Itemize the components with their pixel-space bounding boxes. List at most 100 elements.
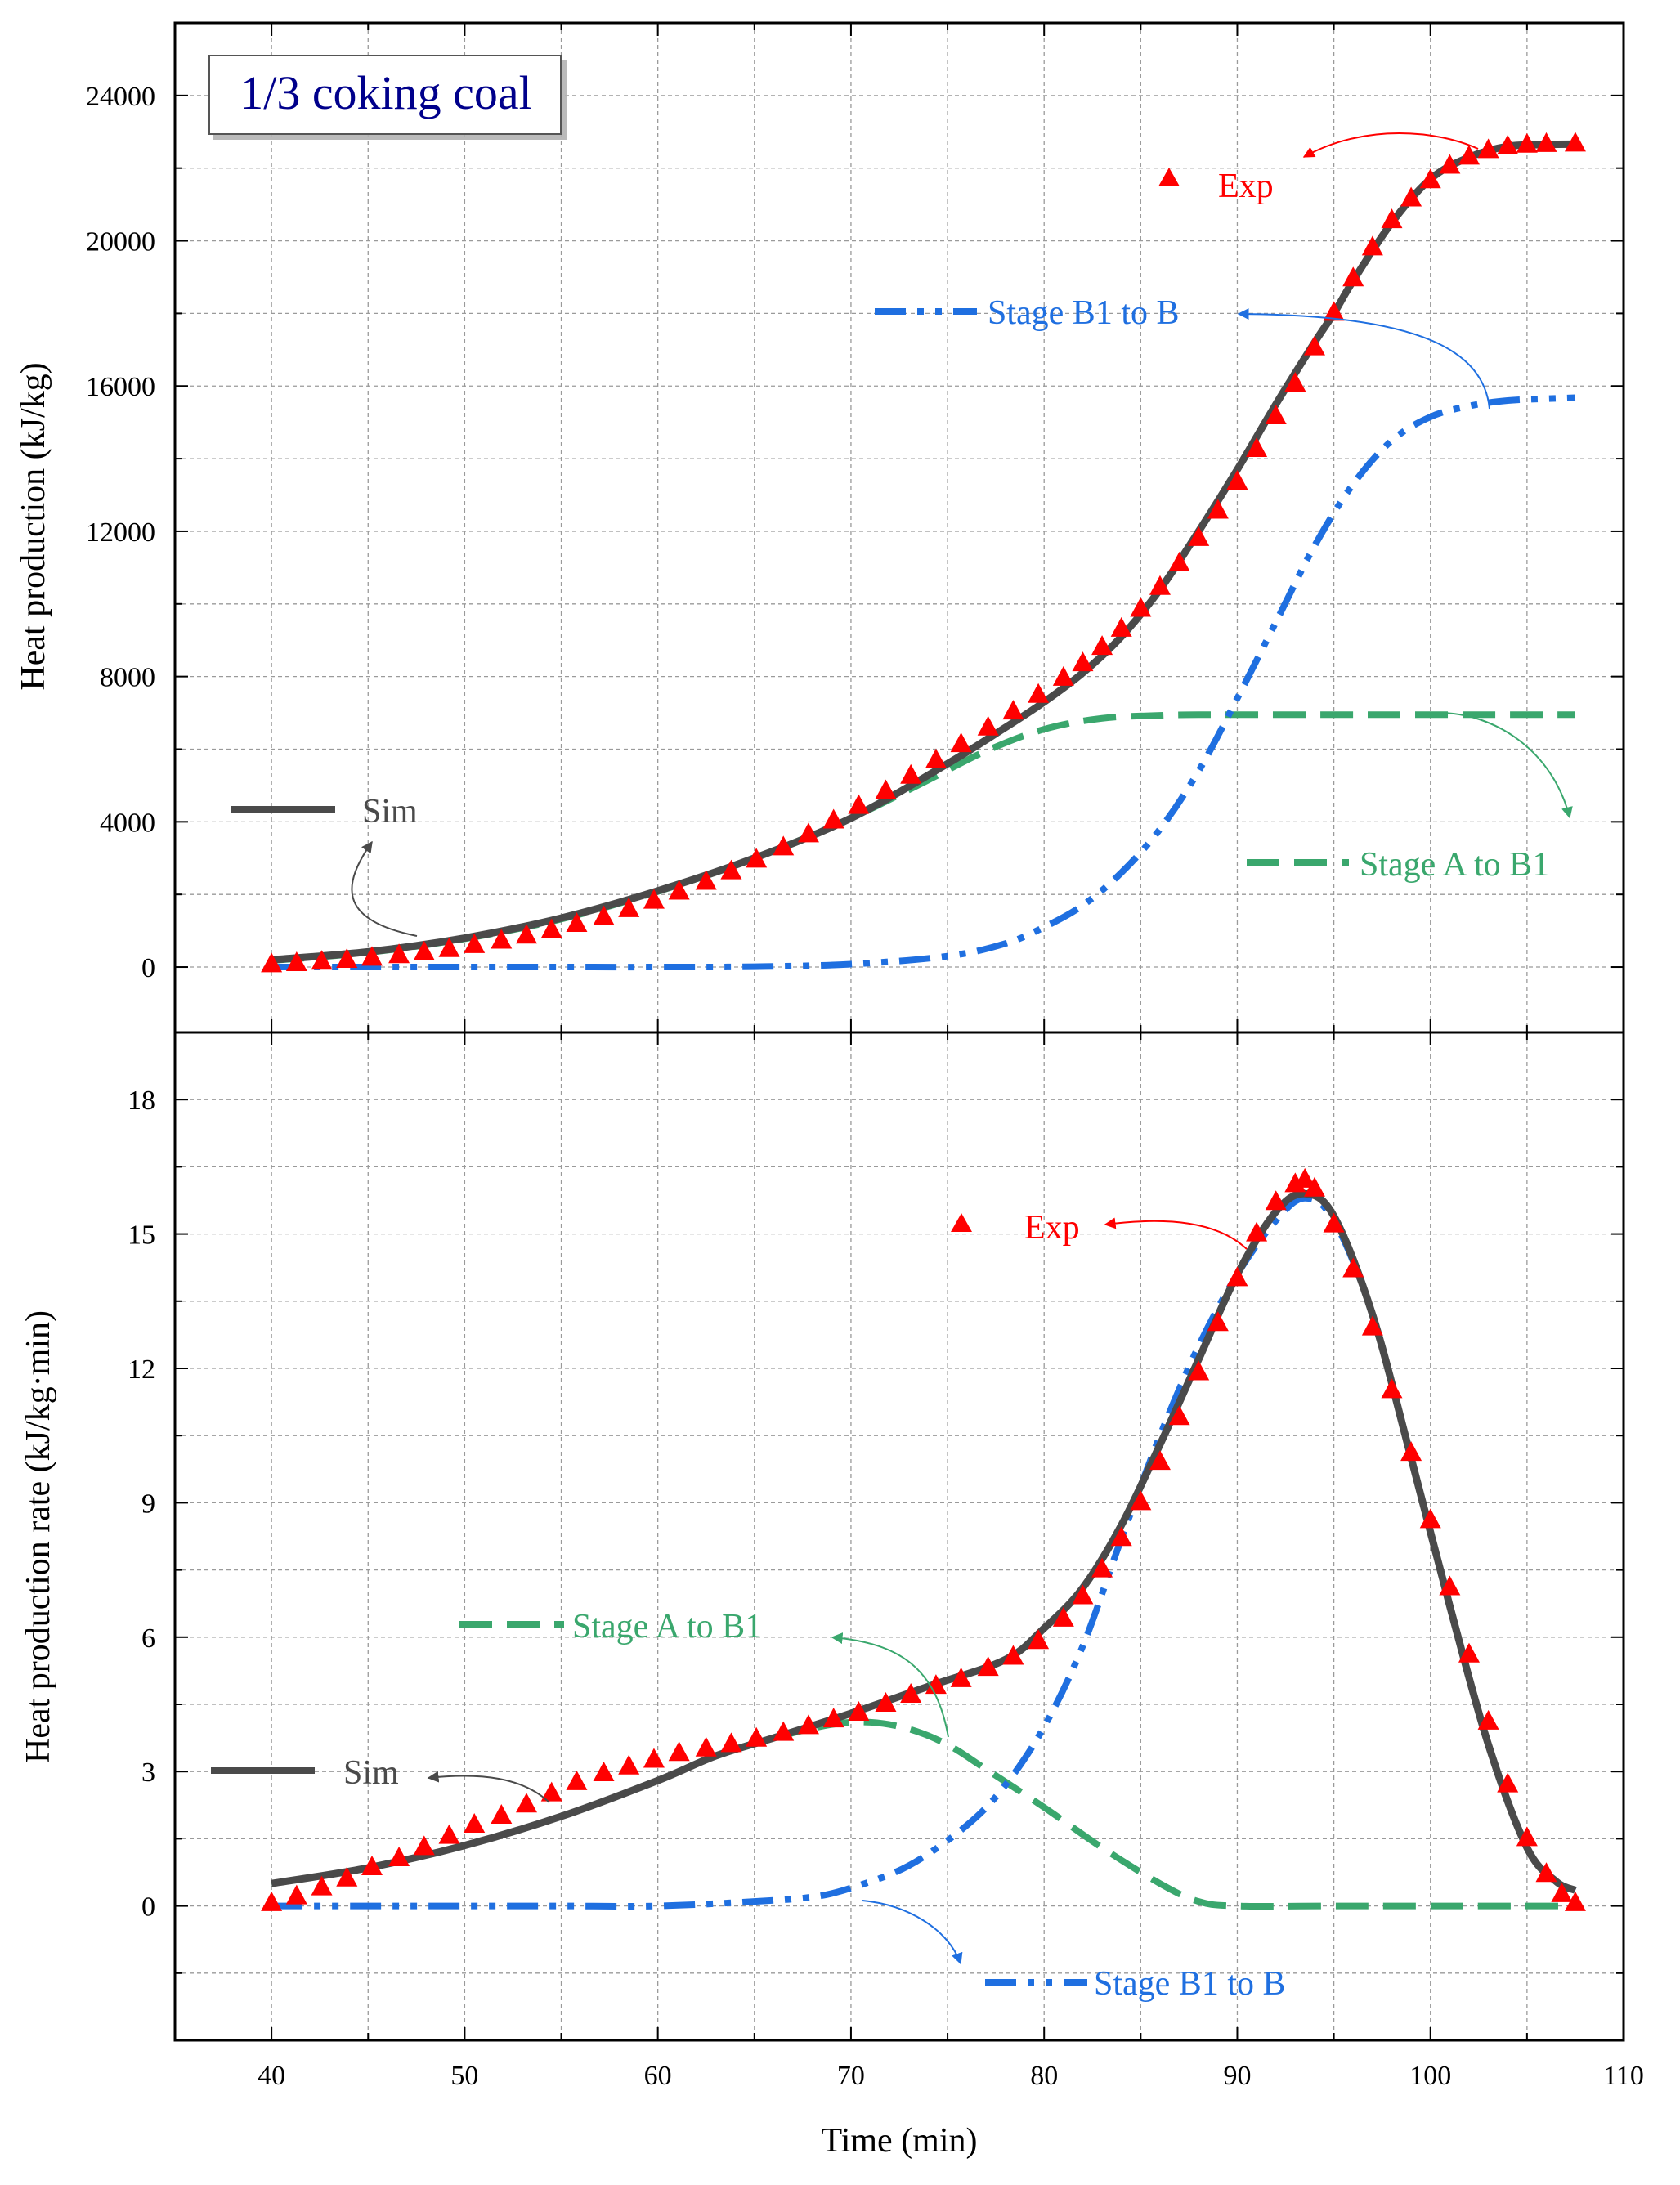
stage-b-label: Stage B1 to B xyxy=(988,294,1180,332)
bottom-y-axis-title: Heat production rate (kJ/kg·min) xyxy=(20,1310,57,1763)
exp-label: Exp xyxy=(1218,168,1274,205)
bottom-exp-point xyxy=(540,1781,562,1802)
exp-label-bottom: Exp xyxy=(1024,1209,1080,1247)
top-series xyxy=(261,132,1586,973)
bottom-exp-point xyxy=(566,1770,588,1790)
bottom-stage-a-to-b1-line xyxy=(271,1718,1575,1910)
top-exp-point xyxy=(1419,168,1441,189)
bottom-exp-point xyxy=(822,1708,844,1728)
top-exp-point xyxy=(1381,208,1403,229)
top-exp-point xyxy=(1303,335,1325,356)
bottom-exp-point xyxy=(1342,1257,1364,1278)
bottom-exp-point xyxy=(1110,1526,1132,1547)
bottom-exp-point xyxy=(438,1824,460,1844)
top-annotations: Exp Stage B1 to B Sim Stage A to B1 xyxy=(231,132,1573,937)
bottom-exp-point xyxy=(1535,1862,1557,1883)
bottom-exp-point xyxy=(1168,1405,1190,1426)
bottom-exp-point xyxy=(1002,1645,1024,1665)
bottom-exp-point xyxy=(618,1754,640,1775)
top-exp-point xyxy=(566,912,588,933)
bottom-exp-point xyxy=(1400,1441,1422,1462)
top-sim-line xyxy=(271,140,1575,964)
bottom-exp-point xyxy=(900,1683,922,1704)
stage-b-pointer-arrow xyxy=(1237,308,1490,410)
heat-production-panel: 0 4000 8000 12000 16000 20000 24000 1/3 coking… xyxy=(15,22,1624,1032)
bottom-exp-point xyxy=(1303,1176,1325,1197)
bottom-exp-point xyxy=(720,1732,742,1753)
top-exp-point xyxy=(1535,132,1557,152)
top-exp-point xyxy=(1246,437,1268,457)
top-exp-point xyxy=(773,835,795,856)
bottom-exp-point xyxy=(797,1714,819,1735)
bottom-exp-point xyxy=(1361,1315,1383,1336)
x-tick-label: 100 xyxy=(1409,2061,1451,2091)
top-exp-point xyxy=(438,937,460,957)
x-tick-label: 40 xyxy=(258,2061,285,2091)
top-exp-point xyxy=(593,905,615,925)
x-tick-label: 80 xyxy=(1030,2061,1058,2091)
top-stage-b1-to-b-line xyxy=(271,394,1576,971)
bottom-exp-point xyxy=(1246,1221,1268,1242)
top-exp-point xyxy=(875,779,897,799)
bottom-exp-point xyxy=(773,1721,795,1741)
bottom-exp-point xyxy=(977,1656,999,1677)
stage-a-label-bottom: Stage A to B1 xyxy=(572,1608,762,1645)
top-exp-point xyxy=(848,794,870,814)
top-exp-point xyxy=(1458,145,1480,165)
bottom-exp-point xyxy=(261,1891,283,1911)
top-exp-point xyxy=(1110,616,1132,637)
bottom-exp-point xyxy=(1294,1167,1316,1188)
top-exp-point xyxy=(1052,665,1074,686)
sim-label: Sim xyxy=(362,793,418,831)
top-exp-point xyxy=(1168,551,1190,571)
bottom-plot-frame xyxy=(173,1031,1625,2042)
sim-pointer-arrow xyxy=(351,840,418,937)
bottom-series xyxy=(261,1167,1586,1911)
bottom-exp-point xyxy=(1072,1584,1094,1605)
bottom-exp-point xyxy=(746,1726,768,1747)
bottom-y-tick-label: 6 xyxy=(141,1623,155,1654)
top-exp-point xyxy=(1149,575,1171,595)
bottom-exp-point xyxy=(1226,1266,1248,1287)
bottom-exp-point xyxy=(285,1884,307,1905)
bottom-exp-point xyxy=(1516,1826,1538,1847)
bottom-exp-point xyxy=(875,1692,897,1712)
top-exp-point xyxy=(950,732,972,753)
bottom-y-tick-label: 9 xyxy=(141,1489,155,1519)
bottom-y-tick-label: 15 xyxy=(128,1220,155,1251)
bottom-y-tick-label: 12 xyxy=(128,1354,155,1385)
top-exp-point xyxy=(1265,405,1287,425)
exp-legend-marker xyxy=(1158,168,1180,186)
top-exp-point xyxy=(336,948,358,969)
bottom-exp-point xyxy=(1477,1709,1499,1730)
top-y-tick-label: 12000 xyxy=(86,517,155,548)
bottom-exp-point xyxy=(1149,1450,1171,1471)
top-y-tick-label: 24000 xyxy=(86,82,155,112)
bottom-exp-point xyxy=(1265,1190,1287,1211)
top-exp-point xyxy=(1323,301,1345,321)
top-exp-point xyxy=(1207,499,1229,519)
x-tick-label: 60 xyxy=(644,2061,672,2091)
x-tick-label: 50 xyxy=(450,2061,478,2091)
top-exp-point xyxy=(1497,134,1519,154)
bottom-y-tick-label: 0 xyxy=(141,1892,155,1923)
top-exp-point xyxy=(1002,700,1024,720)
heat-production-rate-panel: 0 3 6 9 12 15 18 40 50 60 70 80 90 100 110 Exp Stage A… xyxy=(20,1032,1644,2091)
top-exp-point xyxy=(1477,138,1499,159)
stage-b-pointer-arrow-bottom xyxy=(862,1900,963,1965)
top-exp-point xyxy=(797,822,819,843)
sim-label-bottom: Sim xyxy=(343,1754,399,1792)
bottom-grid xyxy=(175,1032,1624,2040)
inset-title: 1/3 coking coal xyxy=(240,66,532,119)
x-tick-label: 70 xyxy=(837,2061,865,2091)
bottom-y-tick-label: 18 xyxy=(128,1086,155,1116)
top-exp-point xyxy=(695,870,717,890)
top-exp-point xyxy=(388,943,410,964)
bottom-exp-point xyxy=(1439,1575,1461,1596)
bottom-exp-point xyxy=(1188,1360,1210,1381)
bottom-sim-line xyxy=(271,1189,1577,1894)
sim-pointer-arrow-bottom xyxy=(427,1771,550,1803)
x-tick-label: 90 xyxy=(1223,2061,1251,2091)
bottom-exp-point xyxy=(950,1667,972,1687)
bottom-exp-point xyxy=(1323,1212,1345,1233)
